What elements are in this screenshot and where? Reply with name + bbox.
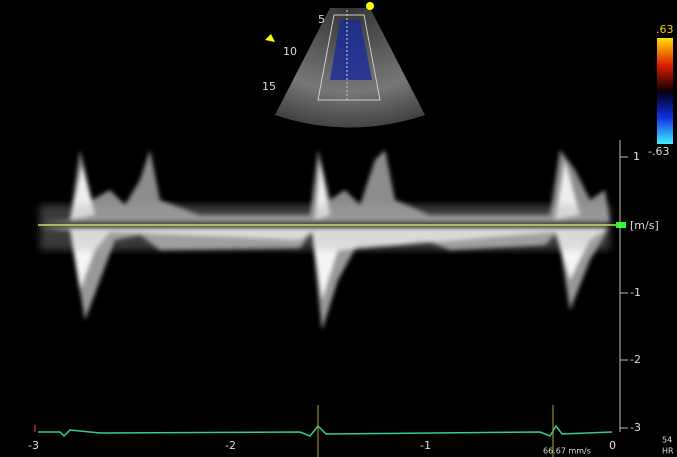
heart-rate: 54 [662,436,672,445]
sector-image: 5 10 15 [262,2,425,128]
color-scale [657,38,673,144]
sweep-speed: 66.67 mm/s [543,447,591,456]
time-label: -1 [420,439,431,452]
depth-label: 15 [262,80,276,93]
ecg-trace [38,424,613,438]
velocity-label: -2 [630,353,641,366]
velocity-label: 1 [633,150,640,163]
scale-top: .63 [656,23,674,36]
scale-bottom: -.63 [648,145,669,158]
velocity-label: -1 [630,286,641,299]
depth-label: 5 [318,13,325,26]
velocity-axis [619,140,628,432]
heart-rate-unit: HR [662,447,674,456]
time-label: -2 [225,439,236,452]
time-label: -3 [28,439,39,452]
spectrum-haze [40,205,610,250]
velocity-unit: [m/s] [630,219,659,232]
time-label: 0 [609,439,616,452]
depth-label: 10 [283,45,297,58]
doppler-spectrum [38,150,610,330]
baseline-marker [616,222,626,228]
velocity-label: -3 [630,421,641,434]
